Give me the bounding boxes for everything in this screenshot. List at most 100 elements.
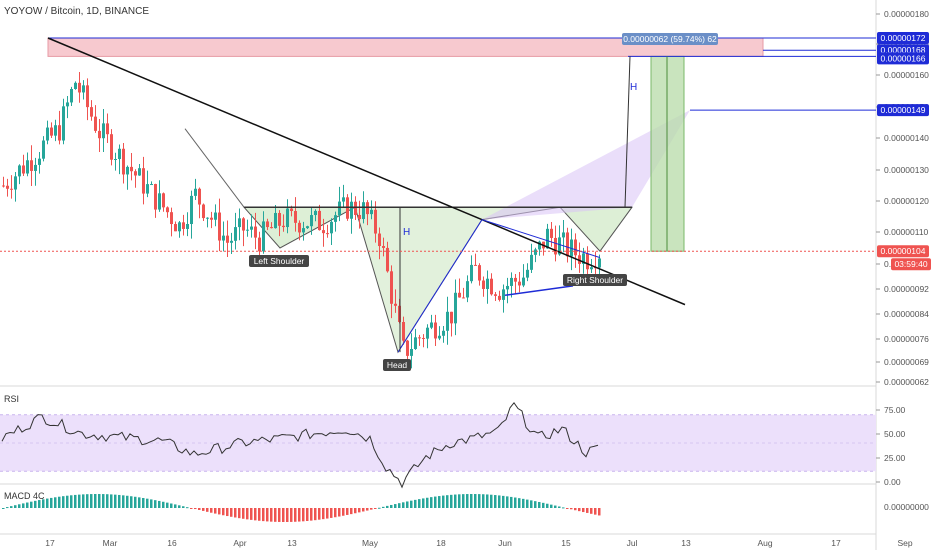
candle-down	[166, 207, 169, 213]
candle-down	[182, 222, 185, 229]
macd-bar-up	[426, 497, 429, 508]
macd-bar-up	[506, 496, 509, 508]
left-shoulder-label-bg	[249, 255, 309, 267]
macd-bar-down	[246, 508, 249, 520]
candle-down	[358, 214, 361, 220]
candle-down	[130, 166, 133, 172]
macd-bar-up	[526, 499, 529, 508]
macd-bar-up	[478, 494, 481, 508]
macd-bar-up	[50, 497, 53, 508]
candle-down	[390, 271, 393, 304]
macd-bar-down	[366, 508, 369, 511]
macd-bar-up	[14, 505, 17, 508]
candle-up	[558, 237, 561, 255]
candle-down	[294, 211, 297, 223]
candle-up	[590, 267, 593, 270]
candle-up	[530, 254, 533, 270]
candle-down	[2, 185, 5, 187]
time-tick-label: Sep	[897, 538, 912, 548]
macd-bar-up	[378, 507, 381, 509]
macd-bar-down	[282, 508, 285, 522]
candle-up	[414, 337, 417, 350]
candle-down	[162, 193, 165, 208]
rsi-tick-label: 25.00	[884, 453, 906, 463]
macd-bar-down	[350, 508, 353, 515]
candle-down	[226, 235, 229, 243]
macd-bar-up	[442, 495, 445, 508]
macd-bar-up	[454, 494, 457, 508]
macd-bar-up	[158, 500, 161, 508]
candle-up	[274, 212, 277, 229]
macd-bar-up	[170, 503, 173, 508]
candle-down	[106, 123, 109, 135]
candle-up	[46, 127, 49, 141]
macd-bar-up	[462, 494, 465, 508]
macd-bar-up	[406, 501, 409, 508]
macd-bar-up	[402, 502, 405, 508]
macd-bar-up	[98, 494, 101, 508]
candle-down	[346, 197, 349, 219]
time-tick-label: 18	[436, 538, 446, 548]
macd-bar-up	[422, 498, 425, 508]
candle-up	[186, 224, 189, 229]
macd-bar-up	[386, 505, 389, 508]
candle-up	[538, 241, 541, 250]
macd-bar-down	[358, 508, 361, 513]
candle-up	[82, 85, 85, 93]
macd-bar-down	[362, 508, 365, 512]
candle-up	[262, 221, 265, 252]
macd-bar-up	[2, 508, 5, 509]
head-height-label: H	[403, 227, 410, 238]
macd-bar-down	[210, 508, 213, 513]
candle-up	[446, 311, 449, 331]
head-label: Head	[387, 360, 408, 370]
macd-bar-up	[102, 494, 105, 508]
macd-bar-up	[390, 504, 393, 508]
candle-down	[418, 337, 421, 339]
candle-down	[382, 246, 385, 248]
macd-bar-down	[578, 508, 581, 512]
candle-down	[518, 281, 521, 286]
macd-bar-up	[66, 495, 69, 508]
candle-down	[422, 337, 425, 339]
candle-up	[522, 277, 525, 286]
macd-bar-up	[486, 494, 489, 508]
macd-bar-up	[110, 494, 113, 508]
macd-bar-down	[310, 508, 313, 521]
right-shoulder-label-bg	[563, 274, 627, 286]
candle-up	[250, 226, 253, 230]
macd-bar-up	[166, 502, 169, 508]
candle-up	[526, 269, 529, 278]
candle-down	[30, 160, 33, 171]
candle-down	[490, 278, 493, 295]
candle-up	[26, 160, 29, 174]
right-shoulder-label: Right Shoulder	[567, 275, 623, 285]
price-tick-label: 0.00000120	[884, 196, 929, 206]
candle-down	[202, 204, 205, 219]
candle-down	[450, 311, 453, 324]
macd-bar-up	[450, 494, 453, 508]
rsi-label: RSI	[4, 394, 19, 404]
macd-bar-down	[586, 508, 589, 513]
candle-up	[334, 215, 337, 222]
macd-bar-up	[118, 494, 121, 508]
macd-bar-up	[30, 501, 33, 508]
candle-up	[102, 123, 105, 139]
candle-down	[406, 340, 409, 356]
macd-bar-up	[78, 494, 81, 508]
price-tick-label: 0.00000076	[884, 334, 929, 344]
macd-bar-down	[198, 508, 201, 510]
macd-bar-up	[182, 506, 185, 508]
macd-bar-down	[242, 508, 245, 519]
price-tick-label: 0.00000062	[884, 377, 929, 387]
candle-down	[78, 82, 81, 93]
candle-down	[514, 277, 517, 282]
macd-bar-up	[146, 498, 149, 508]
candle-up	[362, 202, 365, 220]
macd-bar-up	[138, 497, 141, 508]
time-tick-label: 17	[45, 538, 55, 548]
candle-up	[238, 218, 241, 228]
macd-bar-up	[530, 500, 533, 508]
